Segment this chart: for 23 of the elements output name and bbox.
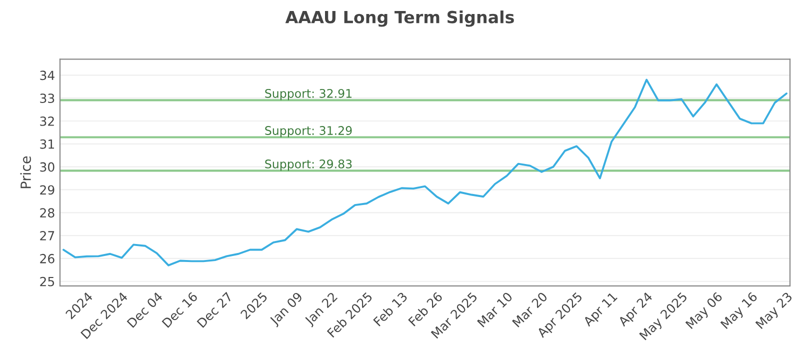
y-tick-label: 34	[40, 70, 54, 80]
x-tick-label: Feb 13	[372, 292, 408, 326]
x-tick-label: Dec 16	[162, 292, 198, 328]
y-tick-label: 33	[40, 94, 54, 104]
y-tick-label: 32	[40, 116, 54, 126]
y-tick-label: 28	[40, 208, 54, 218]
x-tick-label: Jan 09	[268, 292, 305, 328]
x-tick-label: Apr 11	[582, 292, 620, 329]
ref-line-label: Support: 32.91	[265, 88, 352, 100]
y-tick-label: 30	[40, 162, 54, 172]
chart-title: AAAU Long Term Signals	[285, 10, 514, 27]
ref-line-label: Support: 29.83	[265, 160, 352, 171]
y-tick-label: 29	[40, 185, 54, 195]
line-series	[62, 78, 788, 266]
ref-line-label: Support: 31.29	[265, 126, 352, 138]
y-tick-label: 26	[40, 254, 54, 264]
x-tick-label: Dec 27	[196, 292, 233, 328]
y-axis-title: Price	[20, 156, 31, 188]
x-tick-label: Dec 04	[126, 291, 164, 328]
y-tick-label: 31	[40, 139, 54, 149]
y-tick-label: 27	[40, 231, 54, 240]
y-tick-label: 25	[40, 276, 54, 286]
x-tick-label: Mar 10	[476, 292, 513, 328]
